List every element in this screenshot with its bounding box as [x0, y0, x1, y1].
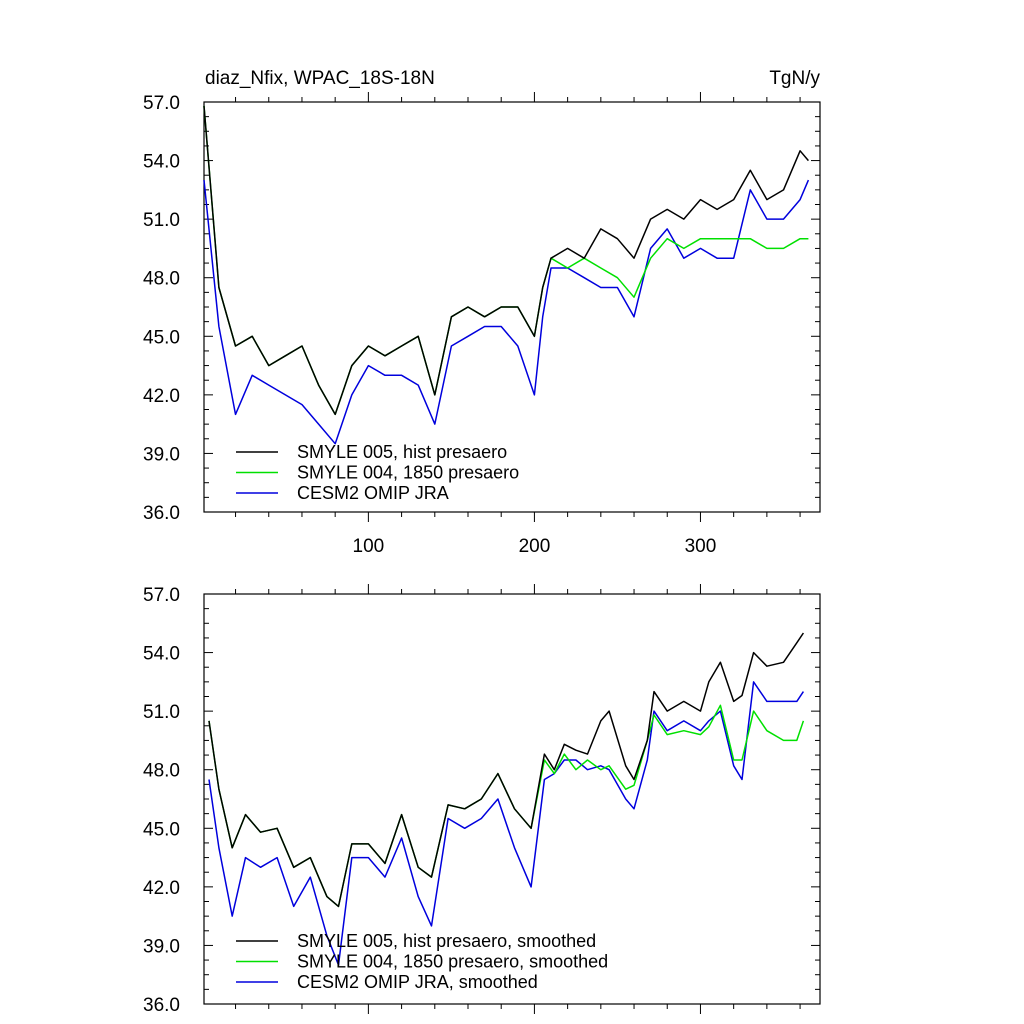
series-line — [203, 105, 809, 416]
series-line — [208, 632, 805, 908]
x-tick-label: 100 — [353, 536, 385, 557]
y-tick-label: 45.0 — [143, 327, 180, 348]
chart-title: diaz_Nfix, WPAC_18S-18N — [205, 68, 435, 89]
series-line — [208, 704, 805, 908]
series-line — [203, 105, 809, 416]
y-tick-label: 39.0 — [143, 444, 180, 465]
y-tick-label: 42.0 — [143, 386, 180, 407]
units-label: TgN/y — [769, 68, 820, 89]
y-tick-label: 51.0 — [143, 702, 180, 723]
y-tick-label: 54.0 — [143, 644, 180, 665]
y-tick-label: 48.0 — [143, 269, 180, 290]
y-tick-label: 54.0 — [143, 152, 180, 173]
y-tick-label: 36.0 — [143, 995, 180, 1016]
legend-label: CESM2 OMIP JRA — [297, 483, 449, 503]
series-line — [208, 681, 805, 966]
legend-label: SMYLE 004, 1850 presaero — [297, 463, 519, 483]
y-tick-label: 36.0 — [143, 503, 180, 524]
y-tick-label: 39.0 — [143, 936, 180, 957]
bottom-panel: 36.0 39.0 42.0 45.0 48.0 51.0 54.0 57.0 SMYLE 00… — [143, 584, 821, 1016]
y-tick-label: 48.0 — [143, 761, 180, 782]
x-tick-label: 300 — [685, 536, 717, 557]
y-tick-label: 57.0 — [143, 93, 180, 114]
legend-label: SMYLE 005, hist presaero, smoothed — [297, 931, 596, 951]
legend-label: SMYLE 004, 1850 presaero, smoothed — [297, 952, 608, 972]
y-tick-label: 51.0 — [143, 210, 180, 231]
y-tick-label: 42.0 — [143, 878, 180, 899]
y-tick-label: 45.0 — [143, 819, 180, 840]
x-tick-label: 200 — [519, 536, 551, 557]
legend-label: CESM2 OMIP JRA, smoothed — [297, 972, 538, 992]
top-panel: 36.0 39.0 42.0 45.0 48.0 51.0 54.0 57.0 100 200 30… — [143, 92, 821, 557]
legend-label: SMYLE 005, hist presaero — [297, 442, 507, 462]
y-tick-label: 57.0 — [143, 585, 180, 606]
series-line — [203, 179, 810, 445]
